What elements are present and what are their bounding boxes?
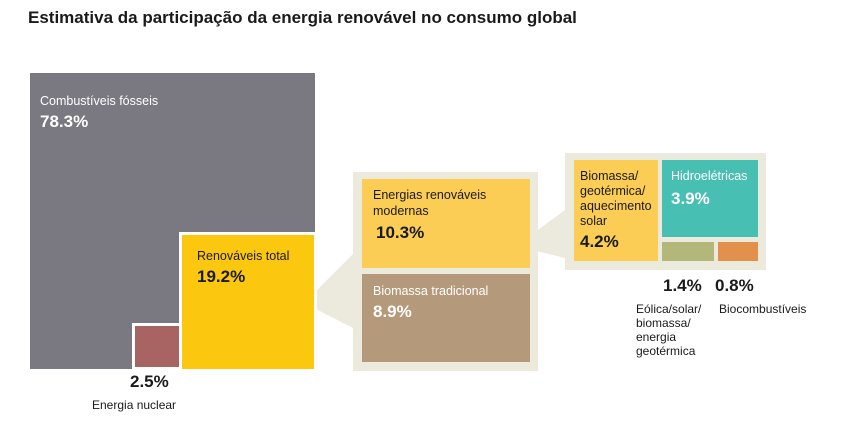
biofuels-label: Biocombustíveis [719,302,807,316]
fossil-fuels-value: 78.3% [40,112,89,131]
modern-renewables-value: 10.3% [376,223,425,242]
nuclear-block [132,323,182,370]
biofuels-value: 0.8% [715,276,754,295]
wind-solar-value: 1.4% [663,276,702,295]
wind-solar-label-line-3: energia [636,330,677,344]
wind-solar-label-line-1: Eólica/solar/ [636,302,702,316]
modern-renewables-label-line-2: modernas [373,204,429,218]
renewables-total-label: Renováveis total [197,249,290,263]
biomass-geothermal-label-line-1: Biomassa/ [580,169,639,183]
wind-solar-block [662,242,714,261]
renewables-total-value: 19.2% [197,267,246,286]
nuclear-value: 2.5% [130,372,169,391]
modern-renewables-block: Energias renováveis modernas 10.3% [362,179,530,268]
chart-title: Estimativa da participação da energia re… [28,8,577,27]
biomass-geothermal-block: Biomassa/ geotérmica/ aquecimento solar … [574,160,658,261]
biomass-geothermal-value: 4.2% [580,232,619,251]
biomass-geothermal-label-line-3: aquecimento [580,199,652,213]
wind-solar-label-line-2: biomassa/ [636,316,691,330]
traditional-biomass-block: Biomassa tradicional 8.9% [362,274,530,362]
traditional-biomass-value: 8.9% [373,302,412,321]
biofuels-block [718,242,758,261]
biomass-geothermal-label-line-2: geotérmica/ [580,184,646,198]
fossil-fuels-label: Combustíveis fósseis [40,94,159,108]
renewables-total-block: Renováveis total 19.2% [179,232,317,372]
hydroelectric-value: 3.9% [671,189,710,208]
modern-renewables-label-line-1: Energias renováveis [373,188,487,202]
traditional-biomass-label: Biomassa tradicional [373,284,489,298]
hydroelectric-label: Hidroelétricas [671,169,748,183]
hydroelectric-block: Hidroelétricas 3.9% [662,160,758,237]
wind-solar-label-line-4: geotérmica [636,344,696,358]
nuclear-label: Energia nuclear [92,398,177,412]
biomass-geothermal-label-line-4: solar [580,214,608,228]
callout-wedge-renewables [304,250,357,330]
